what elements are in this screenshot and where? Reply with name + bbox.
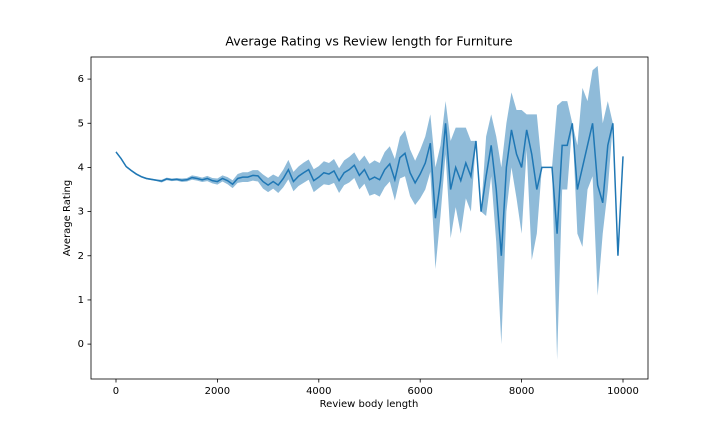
y-tick-label: 1 [78, 295, 84, 306]
y-axis-label: Average Rating [62, 180, 73, 256]
y-tick-label: 4 [78, 162, 84, 173]
confidence-band [115, 65, 624, 360]
x-tick-label: 4000 [306, 386, 331, 397]
chart-title: Average Rating vs Review length for Furn… [225, 34, 512, 49]
x-tick-label: 8000 [509, 386, 534, 397]
x-axis-label: Review body length [320, 399, 419, 410]
plot-frame [90, 56, 649, 380]
line [115, 123, 624, 256]
x-tick-label: 10000 [607, 386, 639, 397]
x-tick-label: 6000 [407, 386, 432, 397]
x-tick-label: 0 [113, 386, 119, 397]
x-tick-label: 2000 [205, 386, 230, 397]
y-tick-label: 3 [78, 207, 84, 218]
y-tick-label: 5 [78, 118, 84, 129]
y-tick-label: 2 [78, 251, 84, 262]
y-tick-label: 6 [78, 74, 84, 85]
y-tick-label: 0 [78, 339, 84, 350]
